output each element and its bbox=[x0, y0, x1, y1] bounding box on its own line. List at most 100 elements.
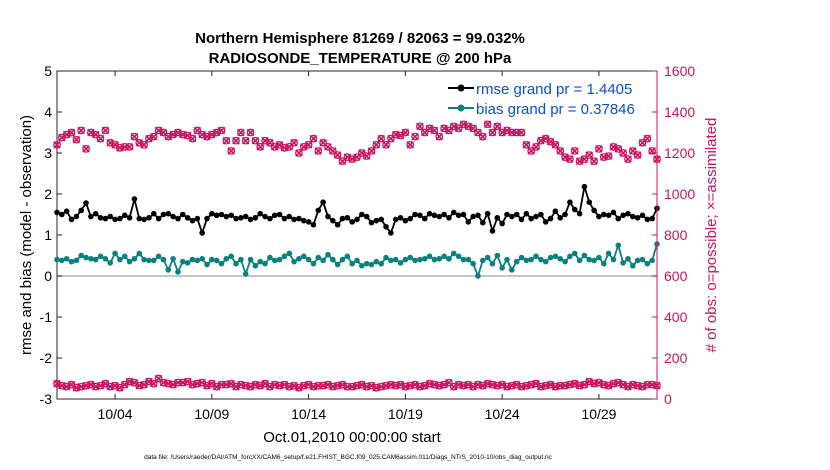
x-tick-label: 10/29 bbox=[581, 406, 616, 422]
bias-point bbox=[243, 271, 249, 277]
bias-point bbox=[615, 242, 621, 248]
rmse-point bbox=[509, 214, 515, 220]
bias-point bbox=[461, 257, 467, 263]
bias-point bbox=[606, 251, 612, 257]
rmse-point bbox=[645, 217, 651, 223]
rmse-point bbox=[209, 211, 215, 217]
rmse-point bbox=[364, 214, 370, 220]
left-y-tick-label: -1 bbox=[40, 309, 53, 325]
bias-point bbox=[451, 251, 457, 257]
x-tick-label: 10/04 bbox=[98, 406, 133, 422]
rmse-point bbox=[78, 208, 84, 214]
bias-point bbox=[233, 261, 239, 267]
rmse-point bbox=[412, 212, 418, 218]
bias-point bbox=[262, 261, 268, 267]
rmse-point bbox=[315, 208, 321, 214]
rmse-point bbox=[378, 217, 384, 223]
rmse-point bbox=[383, 224, 389, 230]
right-y-tick-label: 1400 bbox=[664, 104, 695, 120]
rmse-point bbox=[214, 213, 220, 219]
bias-point bbox=[315, 255, 321, 261]
legend-rmse-marker bbox=[458, 85, 465, 92]
left-y-tick-label: 1 bbox=[44, 227, 52, 243]
rmse-point bbox=[136, 216, 142, 222]
bias-point bbox=[88, 256, 94, 262]
bias-point bbox=[393, 257, 399, 263]
rmse-point bbox=[175, 216, 181, 222]
rmse-point bbox=[83, 200, 89, 206]
bias-point bbox=[93, 257, 99, 263]
bias-point bbox=[340, 257, 346, 263]
bias-point bbox=[625, 256, 631, 262]
rmse-point bbox=[59, 212, 65, 218]
rmse-point bbox=[369, 220, 375, 226]
rmse-point bbox=[504, 212, 510, 218]
rmse-point bbox=[141, 217, 147, 223]
bias-point bbox=[582, 253, 588, 259]
bias-point bbox=[161, 257, 167, 263]
rmse-point bbox=[345, 215, 351, 221]
bias-point bbox=[509, 267, 515, 273]
rmse-point bbox=[325, 214, 331, 220]
bias-point bbox=[422, 256, 428, 262]
bias-point bbox=[567, 254, 573, 260]
bias-point bbox=[107, 260, 113, 266]
rmse-point bbox=[388, 230, 394, 236]
rmse-point bbox=[359, 212, 365, 218]
bias-point bbox=[64, 256, 70, 262]
rmse-point bbox=[132, 196, 138, 202]
bias-point bbox=[165, 267, 171, 273]
rmse-point bbox=[161, 212, 167, 218]
bias-point bbox=[456, 254, 462, 260]
bias-point bbox=[238, 257, 244, 263]
chart-canvas: Northern Hemisphere 81269 / 82063 = 99.0… bbox=[0, 0, 830, 470]
rmse-point bbox=[107, 214, 113, 220]
bias-point bbox=[132, 256, 138, 262]
rmse-point bbox=[562, 212, 568, 218]
x-axis-label: Oct.01,2010 00:00:00 start bbox=[263, 429, 441, 446]
bias-point bbox=[78, 253, 84, 259]
bias-point bbox=[136, 251, 142, 257]
rmse-point bbox=[238, 215, 244, 221]
bias-point bbox=[533, 254, 539, 260]
bias-point bbox=[54, 257, 60, 263]
rmse-point bbox=[190, 218, 196, 224]
bias-point bbox=[325, 252, 331, 258]
bias-point bbox=[548, 255, 554, 261]
rmse-point bbox=[441, 212, 447, 218]
rmse-point bbox=[165, 211, 171, 217]
bias-point bbox=[446, 256, 452, 262]
bias-point bbox=[320, 258, 326, 264]
bias-point bbox=[417, 257, 423, 263]
rmse-point bbox=[340, 216, 346, 222]
rmse-point bbox=[277, 212, 283, 218]
rmse-point bbox=[499, 221, 505, 227]
right-y-axis-label: # of obs: o=possible; ×=assimilated bbox=[703, 118, 720, 353]
rmse-point bbox=[591, 208, 597, 214]
x-tick-label: 10/19 bbox=[388, 406, 423, 422]
bias-point bbox=[156, 254, 162, 260]
right-y-tick-label: 800 bbox=[664, 227, 688, 243]
bias-point bbox=[141, 257, 147, 263]
bias-point bbox=[69, 259, 75, 265]
rmse-point bbox=[528, 216, 534, 222]
rmse-point bbox=[524, 211, 530, 217]
rmse-point bbox=[625, 211, 631, 217]
bias-point bbox=[485, 255, 491, 261]
left-y-tick-label: 5 bbox=[44, 63, 52, 79]
rmse-point bbox=[296, 216, 302, 222]
bias-point bbox=[572, 251, 578, 257]
bias-point bbox=[635, 258, 641, 264]
left-y-tick-label: 0 bbox=[44, 268, 52, 284]
rmse-point bbox=[543, 219, 549, 225]
right-y-tick-label: 0 bbox=[664, 391, 672, 407]
rmse-point bbox=[451, 210, 457, 216]
bias-point bbox=[74, 258, 80, 264]
bias-point bbox=[378, 261, 384, 267]
bias-point bbox=[170, 256, 176, 262]
bias-point bbox=[528, 257, 534, 263]
rmse-point bbox=[233, 216, 239, 222]
bias-point bbox=[465, 257, 471, 263]
rmse-point bbox=[248, 217, 254, 223]
bias-point bbox=[253, 263, 259, 269]
